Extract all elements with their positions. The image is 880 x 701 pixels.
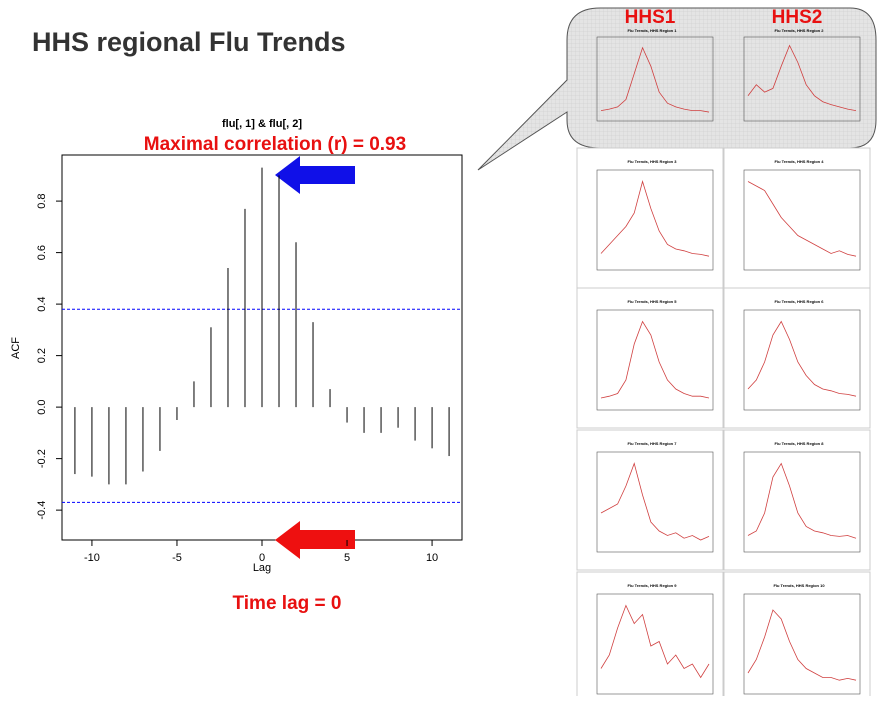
y-tick-label: 0.6 — [36, 245, 48, 260]
thumbnail-plot — [743, 593, 861, 695]
thumbnail-frame — [723, 429, 871, 571]
thumbnail-line — [600, 604, 710, 679]
thumbnail-plot — [743, 169, 861, 271]
thumbnail-plot — [596, 36, 714, 122]
thumbnail-line — [600, 180, 710, 257]
thumbnail-line — [747, 320, 857, 397]
y-tick-label: 0.8 — [36, 193, 48, 208]
thumbnail-line — [747, 609, 857, 681]
thumbnail-title: Flu Trends, HHS Region 10 — [773, 583, 825, 588]
y-tick-label: -0.4 — [36, 501, 48, 520]
thumbnail-frame — [576, 287, 724, 429]
arrow — [275, 521, 355, 559]
thumbnail-title: Flu Trends, HHS Region 9 — [628, 583, 678, 588]
thumbnail-plot — [596, 309, 714, 411]
thumbnail-title: Flu Trends, HHS Region 2 — [775, 28, 825, 33]
thumbnail-line — [600, 46, 710, 113]
thumbnail-frame — [576, 571, 724, 701]
thumbnail-plot — [743, 309, 861, 411]
thumbnail-plot — [743, 36, 861, 122]
thumbnail-frame — [576, 147, 724, 289]
y-tick-label: 0.2 — [36, 348, 48, 363]
thumbnail-plot — [596, 169, 714, 271]
y-tick-label: -0.2 — [36, 449, 48, 468]
thumbnail-line — [747, 462, 857, 539]
page-title: HHS regional Flu Trends — [32, 27, 346, 57]
x-axis-label: Lag — [253, 562, 271, 574]
annotation: Maximal correlation (r) = 0.93 — [144, 134, 406, 155]
x-tick-label: 5 — [344, 552, 350, 564]
thumbnail-frame — [576, 429, 724, 571]
thumbnail-title: Flu Trends, HHS Region 5 — [628, 299, 678, 304]
y-tick-label: 0.4 — [36, 296, 48, 311]
chart-title: flu[, 1] & flu[, 2] — [222, 118, 302, 130]
thumbnail-frame — [723, 287, 871, 429]
x-tick-label: -10 — [84, 552, 100, 564]
callout — [477, 7, 877, 171]
x-tick-label: 0 — [259, 552, 265, 564]
thumbnail-plot — [596, 451, 714, 553]
column-label: HHS1 — [625, 7, 676, 28]
y-axis-label: ACF — [10, 337, 22, 359]
column-label: HHS2 — [772, 7, 823, 28]
x-tick-label: -5 — [172, 552, 182, 564]
arrow — [275, 156, 355, 194]
thumbnail-line — [600, 462, 710, 541]
lag-note: Time lag = 0 — [233, 593, 342, 614]
thumbnail-line — [747, 44, 857, 111]
thumbnail-frame — [723, 571, 871, 701]
thumbnail-title: Flu Trends, HHS Region 8 — [775, 441, 825, 446]
thumbnail-line — [747, 181, 857, 257]
thumbnail-plot — [596, 593, 714, 695]
thumbnail-title: Flu Trends, HHS Region 6 — [775, 299, 825, 304]
thumbnail-plot — [743, 451, 861, 553]
thumbnail-title: Flu Trends, HHS Region 1 — [628, 28, 678, 33]
y-tick-label: 0.0 — [36, 399, 48, 414]
thumbnail-line — [600, 320, 710, 399]
x-tick-label: 10 — [426, 552, 438, 564]
thumbnail-title: Flu Trends, HHS Region 7 — [628, 441, 678, 446]
thumbnail-title: Flu Trends, HHS Region 3 — [628, 159, 678, 164]
thumbnail-title: Flu Trends, HHS Region 4 — [775, 159, 825, 164]
thumbnail-frame — [723, 147, 871, 289]
